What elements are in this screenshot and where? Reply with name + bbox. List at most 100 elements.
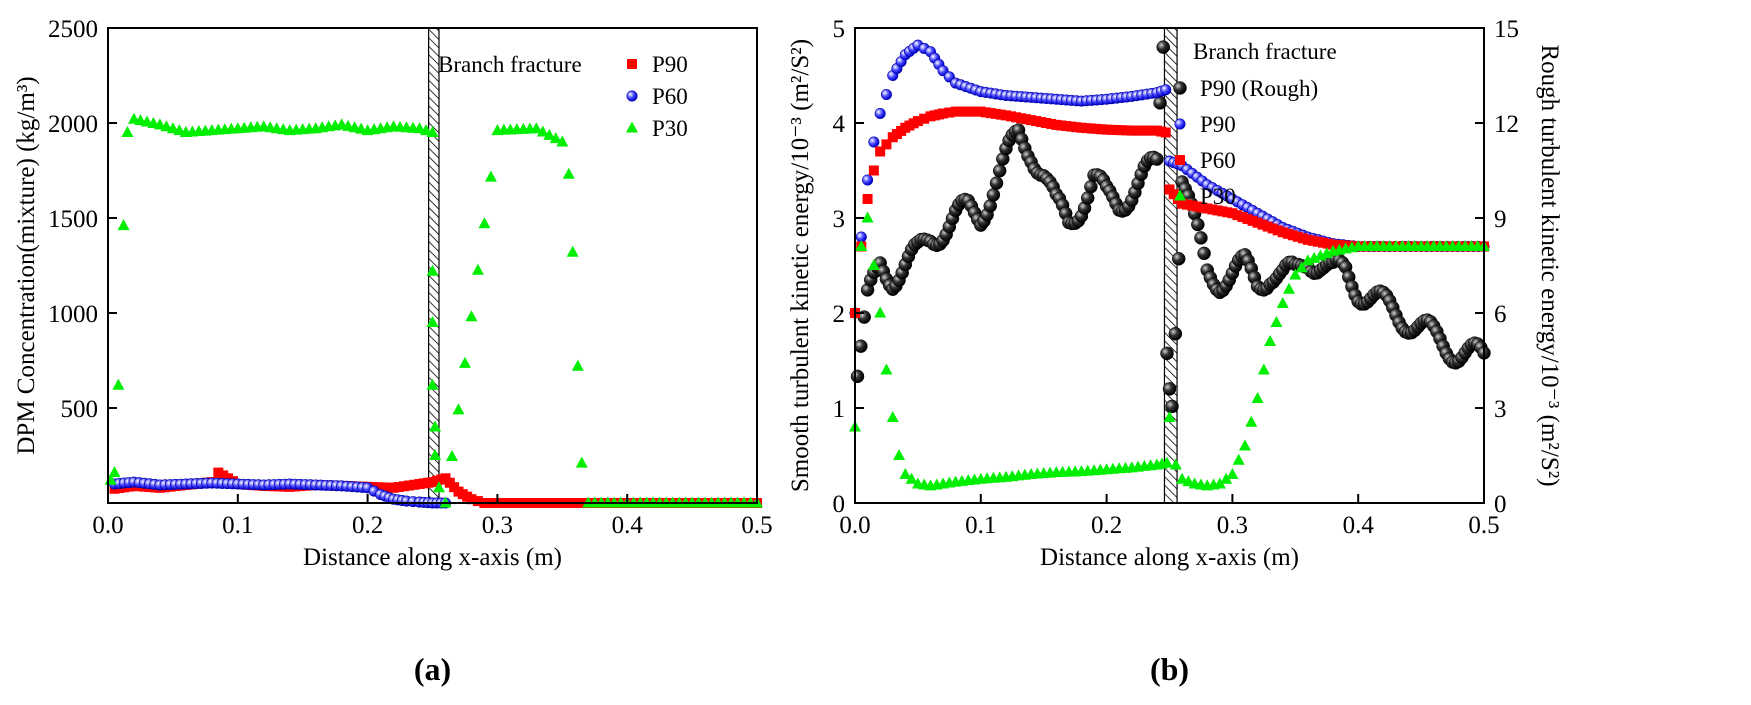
data-point [1192,201,1203,212]
data-point [992,164,1007,178]
y-tick-label: 0 [833,491,846,518]
data-point [1177,198,1188,209]
data-point [1242,213,1253,224]
data-point [1150,152,1164,166]
data-point [950,106,961,117]
data-point [880,89,892,101]
y-tick-label: 500 [61,396,99,423]
data-point [458,356,471,368]
data-point [1323,238,1334,249]
y2-tick-label: 0 [1494,491,1507,518]
data-point [1016,113,1027,124]
data-point [543,128,556,140]
x-tick-label: 0.5 [741,512,772,539]
data-point [1289,268,1302,280]
panel-a-label: (a) [414,651,451,687]
data-point [549,132,562,144]
data-point [1202,203,1213,214]
panel-a-legend: P90 P60 P30 [626,52,688,141]
data-point [1169,458,1182,470]
data-point [881,139,892,150]
data-point [960,106,971,117]
data-point [1136,125,1147,136]
data-point [429,420,442,432]
data-point [1272,225,1283,236]
y2-tick-label: 9 [1494,206,1507,233]
data-point [1091,123,1102,134]
x-tick-label: 0.5 [1468,512,1499,539]
data-point [536,125,549,137]
data-point [990,108,1001,119]
data-point [1131,125,1142,136]
data-point [880,363,893,375]
legend-item: P30 [1174,184,1236,209]
data-point [1270,316,1283,327]
data-point [1111,125,1122,136]
data-point [965,106,976,117]
data-point [1182,475,1195,487]
data-point [409,479,420,490]
data-point [1197,246,1211,261]
data-point [429,449,442,460]
x-tick-label: 0.3 [1217,512,1248,539]
data-point [1076,122,1087,133]
y2-tick-label: 6 [1494,301,1507,328]
series-p90-rough- [850,40,1491,414]
data-point [955,106,966,117]
data-point [1182,199,1193,210]
data-point [1213,477,1226,489]
data-point [1106,124,1117,135]
data-point [1026,115,1037,126]
panel-b-x-axis-label: Distance along x-axis (m) [1040,544,1299,571]
y-tick-label: 2500 [48,16,98,43]
data-point [919,113,930,124]
data-point [1247,215,1258,226]
data-point [1262,221,1273,232]
legend-item: P90 [1174,112,1236,137]
data-point [1222,207,1233,218]
data-point [1194,231,1208,245]
data-point [975,106,986,117]
x-tick-label: 0.0 [92,512,123,539]
data-point [986,188,1001,202]
data-point [1328,239,1339,250]
panel-b-label: (b) [1150,651,1189,687]
data-point [989,176,1004,190]
data-point [432,481,445,493]
data-point [1238,439,1251,451]
data-point [1160,127,1171,138]
data-point [393,482,404,493]
data-point [1121,125,1132,136]
legend-label: P90 [652,52,688,77]
data-point [912,116,923,127]
data-point [1126,125,1137,136]
data-point [1338,240,1349,251]
y-tick-label: 2 [833,301,846,328]
data-point [1257,219,1268,230]
legend-label: P60 [652,84,688,109]
x-tick-label: 0.0 [839,512,870,539]
data-point [1312,236,1323,247]
y2-tick-label: 3 [1494,396,1507,423]
data-point [398,481,409,492]
data-point [1146,125,1157,136]
data-point [1041,118,1052,128]
data-point [868,165,879,176]
data-point [121,126,134,137]
panel-b-data-marks [849,39,1491,491]
data-point [893,449,906,460]
x-tick-label: 0.3 [482,512,513,539]
data-point [108,466,121,478]
panel-b-y-axis-label: Smooth turbulent kinetic energy/10⁻³ (m²… [787,39,814,492]
y-tick-label: 1000 [48,301,98,328]
branch-fracture-band [1163,27,1178,504]
legend-marker [1173,81,1187,95]
data-point [1021,114,1032,125]
data-point [862,194,873,204]
series-p60 [108,476,451,509]
data-point [566,245,579,257]
data-point [1084,179,1098,194]
data-point [1207,204,1218,215]
